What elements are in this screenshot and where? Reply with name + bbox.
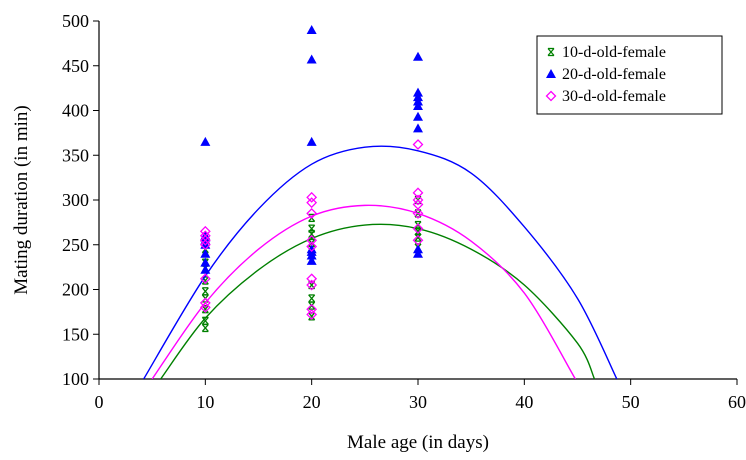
data-point [412, 194, 424, 206]
data-point [306, 191, 318, 203]
data-point [201, 316, 209, 325]
data-point [199, 230, 211, 242]
x-tick-label: 30 [409, 392, 427, 412]
x-tick-label: 10 [196, 392, 214, 412]
data-point [199, 273, 211, 285]
legend-box [536, 35, 723, 115]
legend-marker [546, 69, 556, 78]
legend: 10-d-old-female 20-d-old-female 30-d-old-f… [536, 35, 723, 115]
y-tick-label: 350 [62, 145, 89, 165]
data-point [412, 139, 424, 150]
data-point [308, 238, 316, 248]
data-point [413, 123, 423, 133]
data-point [413, 244, 423, 254]
x-tick-label: 60 [728, 392, 746, 412]
marker-stroke [308, 239, 316, 247]
y-tick-label: 250 [62, 235, 89, 255]
y-tick-label: 450 [62, 56, 89, 76]
legend-label: 10-d-old-female [562, 44, 666, 61]
marker-stroke [201, 276, 209, 285]
data-point [306, 24, 317, 34]
data-point [306, 54, 317, 64]
y-tick-label: 150 [62, 324, 89, 344]
data-point [199, 301, 211, 313]
legend-label: 30-d-old-female [562, 88, 666, 105]
marker-stroke [308, 312, 316, 321]
marker-stroke [201, 324, 209, 332]
trend-line-20-d-old-female [143, 145, 618, 379]
x-tick-label: 0 [95, 392, 104, 412]
data-point [199, 297, 211, 309]
x-axis-title: Male age (in days) [347, 432, 489, 453]
data-point [306, 197, 318, 209]
data-point [412, 187, 424, 199]
y-tick-label: 100 [62, 369, 89, 389]
data-point [413, 111, 423, 121]
x-tick-label: 40 [515, 392, 533, 412]
data-point [199, 225, 211, 237]
axes: 0 10 20 30 40 50 60 100 150 200 250 300 350 400 450 500 [62, 11, 746, 412]
marker-stroke [201, 316, 209, 325]
y-tick-label: 200 [62, 280, 89, 300]
marker-stroke [414, 221, 422, 229]
legend-marker [547, 47, 555, 57]
marker-stroke [547, 48, 555, 56]
marker-stroke [201, 287, 209, 296]
data-point [308, 224, 316, 233]
data-point [413, 51, 423, 61]
x-tick-label: 20 [303, 392, 321, 412]
marker-stroke [201, 305, 209, 314]
data-point [412, 208, 424, 219]
data-point [199, 234, 211, 246]
data-point [306, 279, 318, 291]
y-axis-title: Mating duration (in min) [11, 105, 32, 294]
data-point [414, 220, 422, 230]
data-point [200, 248, 211, 258]
series-30-d-old-female [151, 139, 576, 379]
data-point [306, 255, 317, 265]
marker-stroke [308, 224, 316, 233]
legend-label: 20-d-old-female [562, 66, 666, 83]
data-point [306, 234, 318, 246]
data-point [306, 241, 318, 252]
data-point [306, 244, 317, 254]
data-point [308, 294, 316, 303]
data-point [306, 208, 318, 219]
x-tick-label: 50 [622, 392, 640, 412]
data-point [413, 87, 423, 97]
data-point [412, 223, 424, 235]
data-point [306, 136, 317, 146]
data-point [200, 136, 211, 146]
data-point [306, 309, 318, 320]
marker-stroke [308, 301, 316, 310]
data-point [306, 303, 318, 315]
series-layer [143, 24, 618, 379]
marker-stroke [308, 294, 316, 303]
data-point [201, 287, 209, 296]
data-point [200, 257, 211, 267]
y-tick-label: 500 [62, 11, 89, 31]
data-point [412, 234, 424, 246]
y-tick-label: 400 [62, 101, 89, 121]
legend-marker [545, 90, 557, 102]
data-point [200, 264, 211, 274]
data-point [199, 239, 211, 251]
data-point [306, 273, 318, 285]
y-tick-label: 300 [62, 190, 89, 210]
trend-line-10-d-old-female [160, 223, 596, 379]
trend-line-30-d-old-female [151, 204, 576, 379]
data-point [412, 199, 424, 210]
